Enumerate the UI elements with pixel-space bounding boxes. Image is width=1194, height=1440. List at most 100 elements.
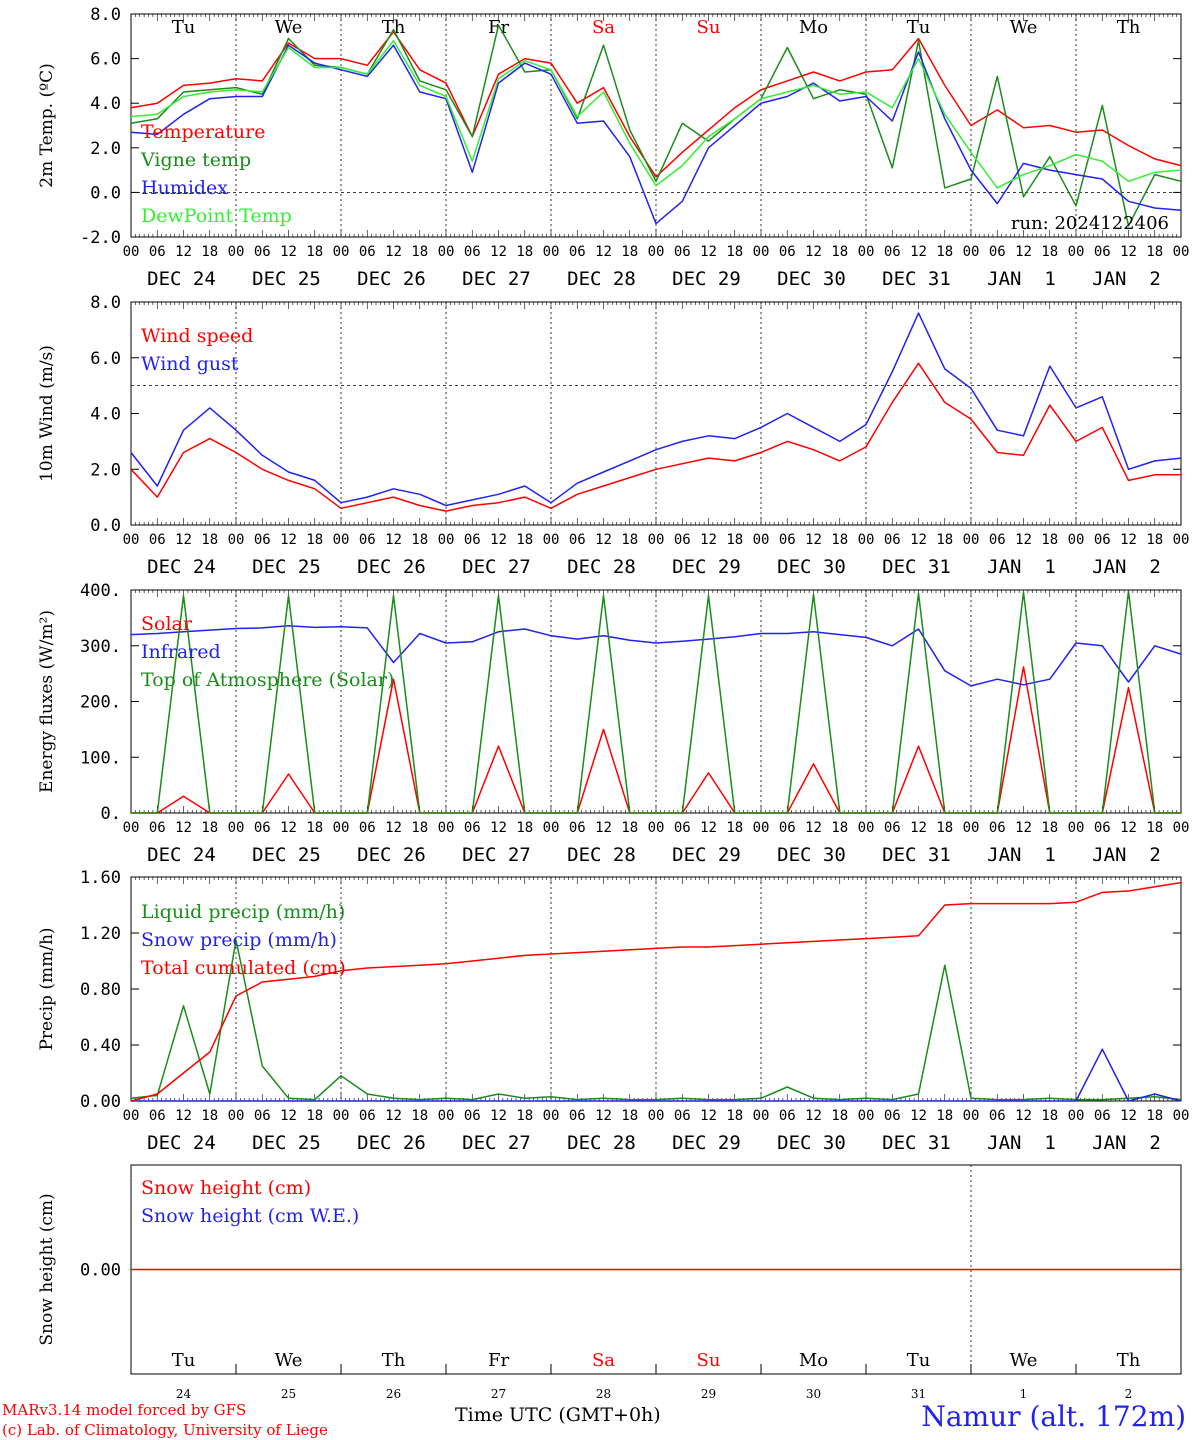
x-hour-label: 18 bbox=[201, 820, 218, 836]
y-tick-label: 1.20 bbox=[80, 924, 121, 944]
x-hour-label: 18 bbox=[201, 1108, 218, 1124]
x-date-label: DEC 25 bbox=[252, 268, 321, 290]
x-hour-label: 00 bbox=[648, 820, 665, 836]
x-hour-label: 12 bbox=[805, 244, 822, 260]
y-tick-label: 0.80 bbox=[80, 980, 121, 1000]
weekday-label: Mo bbox=[799, 1350, 828, 1371]
x-date-label: DEC 24 bbox=[147, 844, 216, 866]
x-hour-label: 00 bbox=[648, 532, 665, 548]
x-date-label: DEC 27 bbox=[462, 268, 531, 290]
weekday-label: Su bbox=[697, 1350, 721, 1371]
day-number-label: 25 bbox=[281, 1387, 296, 1401]
x-hour-label: 12 bbox=[280, 1108, 297, 1124]
weekday-label: Th bbox=[382, 17, 406, 38]
legend-entry: Temperature bbox=[141, 121, 265, 143]
x-hour-label: 00 bbox=[438, 244, 455, 260]
x-hour-label: 00 bbox=[333, 244, 350, 260]
x-hour-label: 00 bbox=[228, 532, 245, 548]
x-hour-label: 18 bbox=[411, 820, 428, 836]
x-date-label: JAN 2 bbox=[1092, 268, 1161, 290]
x-hour-label: 00 bbox=[228, 1108, 245, 1124]
x-hour-label: 18 bbox=[411, 244, 428, 260]
x-hour-label: 12 bbox=[385, 1108, 402, 1124]
x-hour-label: 18 bbox=[1146, 1108, 1163, 1124]
x-hour-label: 00 bbox=[1068, 244, 1085, 260]
x-hour-label: 00 bbox=[228, 820, 245, 836]
x-hour-label: 06 bbox=[359, 244, 376, 260]
credit-line-2: (c) Lab. of Climatology, University of L… bbox=[2, 1421, 328, 1439]
x-hour-label: 00 bbox=[543, 244, 560, 260]
x-hour-label: 12 bbox=[1120, 820, 1137, 836]
x-hour-label: 00 bbox=[543, 1108, 560, 1124]
x-hour-label: 00 bbox=[123, 1108, 140, 1124]
x-hour-label: 18 bbox=[621, 244, 638, 260]
x-date-label: DEC 31 bbox=[882, 556, 951, 578]
x-hour-label: 12 bbox=[280, 244, 297, 260]
x-date-label: DEC 28 bbox=[567, 1132, 636, 1154]
x-date-label: DEC 29 bbox=[672, 1132, 741, 1154]
x-hour-label: 18 bbox=[1146, 820, 1163, 836]
x-hour-label: 00 bbox=[333, 532, 350, 548]
x-date-label: JAN 1 bbox=[987, 556, 1056, 578]
x-hour-label: 18 bbox=[726, 820, 743, 836]
weekday-label: Tu bbox=[172, 17, 196, 38]
x-hour-label: 18 bbox=[306, 532, 323, 548]
y-tick-label: 100. bbox=[80, 748, 121, 768]
x-hour-label: 00 bbox=[858, 532, 875, 548]
weekday-label: Th bbox=[382, 1350, 406, 1371]
legend-entry: Humidex bbox=[141, 177, 228, 199]
x-hour-label: 12 bbox=[595, 532, 612, 548]
x-hour-label: 00 bbox=[543, 532, 560, 548]
x-hour-label: 06 bbox=[359, 532, 376, 548]
x-hour-label: 00 bbox=[963, 820, 980, 836]
x-hour-label: 18 bbox=[1041, 532, 1058, 548]
x-hour-label: 18 bbox=[1041, 820, 1058, 836]
x-hour-label: 00 bbox=[1068, 820, 1085, 836]
panel-5: 0.00 Snow height (cm) Tu We Th Fr Sa Su Mo Tu We Th… bbox=[37, 1164, 1182, 1401]
weekday-label: Mo bbox=[799, 17, 828, 38]
x-hour-label: 18 bbox=[516, 244, 533, 260]
x-hour-label: 12 bbox=[700, 244, 717, 260]
day-number-label: 1 bbox=[1020, 1387, 1028, 1401]
x-hour-label: 00 bbox=[753, 1108, 770, 1124]
x-hour-label: 06 bbox=[464, 532, 481, 548]
series-line bbox=[130, 624, 1182, 687]
x-hour-label: 00 bbox=[648, 244, 665, 260]
y-tick-label: 200. bbox=[80, 693, 121, 713]
series-line bbox=[130, 362, 1181, 512]
x-hour-label: 06 bbox=[779, 1108, 796, 1124]
time-axis-label: Time UTC (GMT+0h) bbox=[455, 1404, 661, 1426]
y-axis-title: 2m Temp. (ºC) bbox=[37, 63, 57, 188]
y-tick-label: 0. bbox=[101, 804, 121, 824]
weekday-label: We bbox=[1010, 17, 1038, 38]
x-date-label: DEC 29 bbox=[672, 268, 741, 290]
x-hour-label: 18 bbox=[936, 820, 953, 836]
x-hour-label: 00 bbox=[1173, 532, 1190, 548]
x-date-label: JAN 2 bbox=[1092, 1132, 1161, 1154]
x-hour-label: 06 bbox=[464, 820, 481, 836]
x-hour-label: 00 bbox=[123, 532, 140, 548]
x-hour-label: 12 bbox=[1015, 820, 1032, 836]
station-label: Namur (alt. 172m) bbox=[921, 1400, 1186, 1433]
x-date-label: DEC 30 bbox=[777, 844, 846, 866]
x-hour-label: 12 bbox=[595, 1108, 612, 1124]
x-hour-label: 06 bbox=[464, 1108, 481, 1124]
y-tick-label: 2.0 bbox=[90, 139, 121, 159]
panel-2: 8.0 6.0 4.0 2.0 0.0 10m Wind (m/s) 00 06 12 18 00 0… bbox=[37, 293, 1189, 578]
x-hour-label: 00 bbox=[1068, 1108, 1085, 1124]
x-hour-label: 00 bbox=[1173, 1108, 1190, 1124]
x-date-label: DEC 28 bbox=[567, 268, 636, 290]
legend-entry: Liquid precip (mm/h) bbox=[141, 901, 345, 923]
x-hour-label: 06 bbox=[674, 820, 691, 836]
x-date-label: DEC 24 bbox=[147, 1132, 216, 1154]
legend-entry: Snow precip (mm/h) bbox=[141, 929, 337, 951]
x-date-label: DEC 27 bbox=[462, 1132, 531, 1154]
legend-entry: Solar bbox=[141, 613, 193, 635]
x-date-label: JAN 1 bbox=[987, 844, 1056, 866]
x-hour-label: 06 bbox=[254, 1108, 271, 1124]
weekday-label: Sa bbox=[592, 17, 615, 38]
x-hour-label: 18 bbox=[306, 820, 323, 836]
x-hour-label: 00 bbox=[1173, 244, 1190, 260]
x-hour-label: 00 bbox=[963, 244, 980, 260]
x-hour-label: 18 bbox=[621, 1108, 638, 1124]
